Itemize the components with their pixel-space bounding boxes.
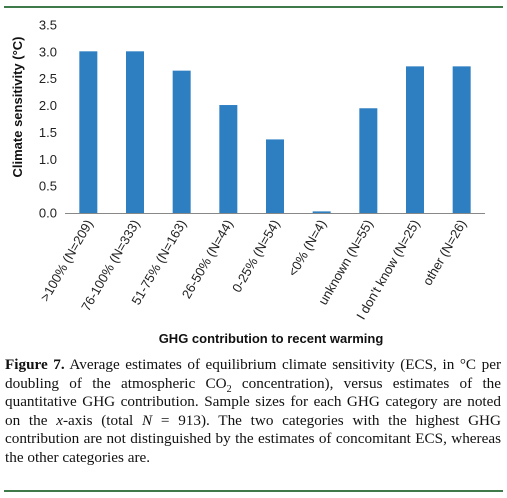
x-axis-title: GHG contribution to recent warming — [159, 331, 384, 346]
caption-text-2: concentration), versus estimates of the … — [5, 374, 502, 429]
bottom-rule — [4, 490, 503, 492]
y-tick-label: 1.0 — [39, 152, 57, 167]
caption-text-3: -axis (total — [62, 411, 143, 429]
y-tick-label: 1.5 — [39, 125, 57, 140]
bar — [452, 66, 471, 213]
bar — [406, 66, 424, 213]
x-axis-ticks: >100% (N=209)76-100% (N=333)51-75% (N=16… — [37, 217, 469, 322]
top-rule — [4, 6, 503, 8]
caption-n-italic: N — [142, 411, 153, 429]
bar — [126, 51, 144, 213]
bar-chart: 0.0 0.5 1.0 1.5 2.0 2.5 3.0 3.5 >100% (N=209)76… — [10, 18, 485, 346]
y-axis-title: Climate sensitivity (°C) — [10, 36, 25, 177]
x-tick-label: 0-25% (N=54) — [229, 217, 283, 295]
figure-label: Figure 7. — [5, 356, 65, 373]
y-tick-label: 2.5 — [39, 71, 57, 86]
bars-group — [79, 51, 471, 214]
y-axis-ticks: 0.0 0.5 1.0 1.5 2.0 2.5 3.0 3.5 — [39, 18, 57, 221]
y-tick-label: 3.5 — [39, 18, 57, 33]
bar — [359, 108, 378, 213]
x-tick-label: 26-50% (N=44) — [179, 217, 236, 301]
y-tick-label: 0.0 — [39, 206, 57, 221]
caption-text-4: = 913). The two categories with the high… — [5, 411, 501, 466]
x-tick-label: <0% (N=4) — [285, 217, 329, 279]
caption-x-italic: x — [56, 411, 63, 429]
caption-text-1: Average estimates of equilibrium climate… — [5, 356, 501, 392]
figure-caption: Figure 7. Average estimates of equilibri… — [5, 356, 501, 468]
bar — [219, 105, 238, 213]
x-tick-label: other (N=26) — [420, 217, 470, 288]
y-tick-label: 3.0 — [39, 44, 57, 59]
y-tick-label: 2.0 — [39, 98, 57, 113]
bar — [312, 211, 331, 213]
caption-subscript: 2 — [226, 383, 232, 395]
bar — [266, 139, 284, 213]
bar — [79, 51, 98, 213]
y-tick-label: 0.5 — [39, 179, 57, 194]
bar — [172, 70, 191, 214]
